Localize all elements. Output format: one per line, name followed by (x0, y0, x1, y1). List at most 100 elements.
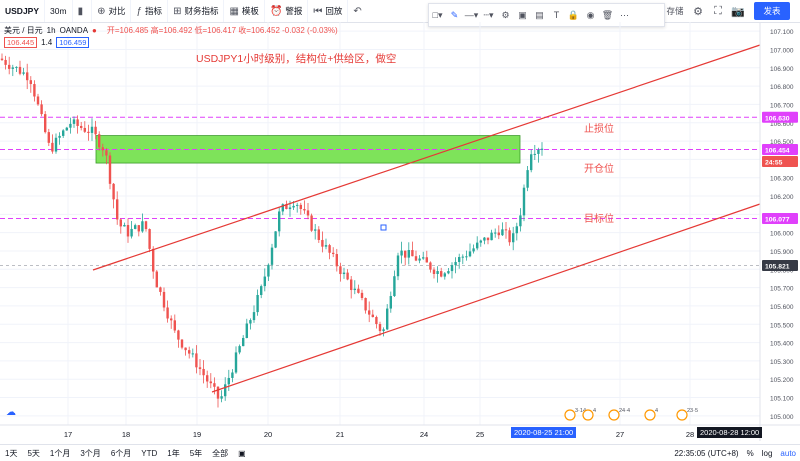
candle-body (44, 114, 47, 133)
legend-eye-icon[interactable]: ● (92, 25, 97, 35)
ask-price[interactable]: 106.459 (56, 36, 90, 48)
candle-body (310, 215, 313, 231)
price-tick-label: 106.300 (770, 176, 794, 183)
pair-name: 美元 / 日元 (4, 25, 43, 35)
candle-body (126, 225, 130, 237)
candle-body (29, 80, 32, 85)
candle-body (62, 130, 65, 136)
candle-body (278, 211, 281, 232)
auto-toggle[interactable]: auto (780, 448, 796, 458)
replay-icon: ⏮ (313, 5, 323, 17)
pencil-icon[interactable]: ✎ (450, 9, 459, 20)
candle-body (465, 256, 468, 258)
candle-body (173, 320, 176, 331)
bid-price[interactable]: 106.445 (4, 36, 38, 48)
range-ytd[interactable]: YTD (141, 448, 158, 458)
price-tick-label: 105.100 (770, 396, 794, 403)
candles-layer (0, 53, 544, 408)
percent-toggle[interactable]: % (746, 448, 754, 458)
candle-body (328, 245, 331, 253)
candle-body (386, 308, 389, 330)
line-dash-icon[interactable]: ┄▾ (483, 9, 494, 20)
undo-button[interactable]: ↶ (348, 0, 369, 22)
candle-body (447, 271, 450, 274)
candle-body (249, 320, 252, 324)
candle-body (468, 251, 472, 257)
gear-icon[interactable]: ⚙ (693, 5, 703, 18)
frame-icon[interactable]: ▣ (518, 9, 527, 20)
publish-button[interactable]: 发表 (754, 2, 790, 20)
more-icon[interactable]: ⋯ (620, 9, 629, 20)
candle-body (184, 347, 187, 351)
candle-body (461, 256, 464, 258)
clock-label[interactable]: 22:35:05 (UTC+8) (674, 448, 739, 458)
candle-body (440, 271, 443, 277)
range-1y[interactable]: 1年 (167, 448, 180, 458)
candle-body (267, 264, 270, 277)
event-badge-label: 23·5 (687, 408, 698, 414)
line-style-icon[interactable]: —▾ (464, 9, 479, 20)
time-tick-label: 25 (476, 430, 484, 439)
interval-selector[interactable]: 30m (45, 0, 73, 22)
candle-body (209, 381, 212, 384)
goto-date-icon[interactable]: ▣ (238, 448, 246, 458)
event-badge-icon (564, 409, 576, 421)
candle-body (508, 230, 511, 243)
compare-button[interactable]: ⊕ 对比 (92, 0, 132, 22)
candle-body (108, 155, 112, 184)
lock-icon[interactable]: 🔒 (567, 9, 580, 20)
fill-color-icon[interactable]: □▾ (432, 9, 443, 20)
alert-button[interactable]: ⏰ 警报 (265, 0, 309, 22)
candle-body (296, 204, 299, 206)
chart-type-button[interactable]: ▮ (73, 0, 93, 22)
range-1d[interactable]: 1天 (5, 448, 18, 458)
level-lines (0, 116, 760, 266)
price-tick-label: 105.400 (770, 341, 794, 348)
candle-body (429, 262, 432, 270)
range-1m[interactable]: 1个月 (49, 448, 71, 458)
event-badge-icon (608, 409, 620, 421)
range-all[interactable]: 全部 (212, 448, 229, 458)
template-icon: ▦ (229, 5, 239, 17)
range-3m[interactable]: 3个月 (80, 448, 101, 458)
financials-button[interactable]: ⊞ 财务指标 (168, 0, 225, 22)
candle-body (220, 396, 223, 399)
candle-body (418, 258, 421, 261)
candle-body (512, 233, 515, 243)
candle-body (371, 314, 374, 318)
save-label[interactable]: 存储 (666, 6, 684, 16)
fullscreen-icon[interactable]: ⛶ (714, 4, 722, 17)
text-icon[interactable]: T (553, 10, 560, 20)
layers-icon[interactable]: ▤ (535, 9, 544, 20)
candle-body (314, 229, 317, 231)
candle-body (414, 256, 418, 261)
candle-body (321, 239, 324, 247)
symbol-search[interactable]: USDJPY (0, 0, 46, 22)
range-5d[interactable]: 5天 (27, 448, 40, 458)
candle-body (342, 272, 346, 275)
settings-icon[interactable]: ⚙ (501, 9, 510, 20)
candle-body (364, 298, 367, 311)
target-price-tag-bg (762, 213, 798, 225)
range-6m[interactable]: 6个月 (110, 448, 132, 458)
cursor-date-tag: 2020-08-25 21:00 (511, 427, 577, 438)
camera-icon[interactable]: 📷 (731, 5, 745, 18)
candle-body (0, 58, 4, 60)
eye-icon[interactable]: ◉ (586, 9, 595, 20)
candle-body (400, 250, 403, 256)
price-tick-label: 105.700 (770, 286, 794, 293)
candle-body (533, 153, 536, 155)
log-toggle[interactable]: log (761, 448, 773, 458)
candle-body (170, 318, 173, 321)
templates-button[interactable]: ▦ 模板 (224, 0, 265, 22)
time-tick-label: 17 (64, 430, 72, 439)
candle-body (256, 294, 259, 313)
range-5y[interactable]: 5年 (189, 448, 203, 458)
trash-icon[interactable]: 🗑 (601, 9, 614, 20)
price-chart[interactable]: 107.100 107.000 106.900 106.800 106.700 106.6… (0, 22, 800, 444)
candle-body (80, 125, 83, 128)
indicators-button[interactable]: ƒ 指标 (131, 0, 169, 22)
price-axis: 107.100 107.000 106.900 106.800 106.700 106.6… (759, 22, 798, 441)
replay-button[interactable]: ⏮ 回放 (308, 0, 349, 22)
candle-body (494, 232, 497, 234)
